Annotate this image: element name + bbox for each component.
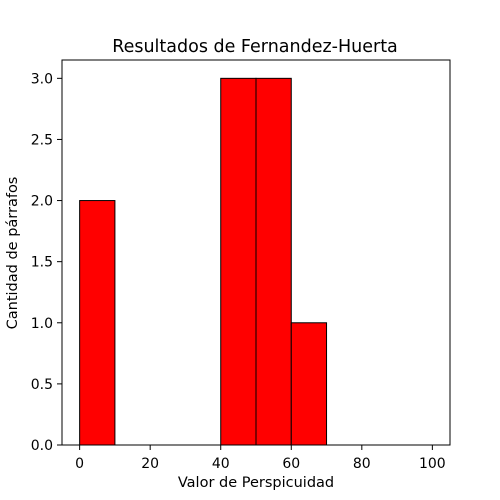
x-tick-label-1: 20 (141, 456, 159, 472)
y-tick-label-4: 2.0 (31, 194, 53, 210)
x-tick-label-0: 0 (75, 456, 84, 472)
plot-frame (61, 59, 451, 446)
y-axis: 0.0 0.5 1.0 1.5 2.0 2.5 3.0 (31, 71, 62, 454)
x-axis-label: Valor de Perspicuidad (178, 475, 334, 491)
y-tick-label-1: 0.5 (31, 377, 53, 393)
histogram-bar-6 (290, 322, 328, 446)
x-tick-label-5: 100 (419, 456, 446, 472)
x-tick-label-4: 80 (353, 456, 371, 472)
chart-title: Resultados de Fernandez-Huerta (112, 37, 398, 57)
y-tick-label-0: 0.0 (31, 438, 53, 454)
y-tick-label-3: 1.5 (31, 255, 53, 271)
histogram-bar-0 (79, 200, 116, 446)
histogram-bar-4 (220, 77, 257, 446)
x-tick-label-2: 40 (212, 456, 230, 472)
x-axis: 0 20 40 60 80 100 (75, 445, 446, 472)
y-axis-label: Cantidad de párrafos (5, 177, 21, 330)
y-tick-label-5: 2.5 (31, 132, 53, 148)
bars-group (79, 77, 328, 446)
x-tick-label-3: 60 (282, 456, 300, 472)
y-tick-label-2: 1.0 (31, 316, 53, 332)
histogram-bar-5 (255, 77, 292, 446)
y-tick-label-6: 3.0 (31, 71, 53, 87)
